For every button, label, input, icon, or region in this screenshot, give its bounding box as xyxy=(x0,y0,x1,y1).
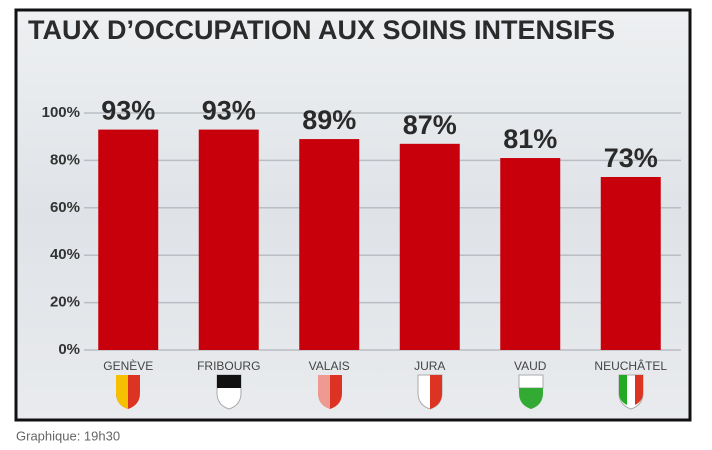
flags xyxy=(116,374,644,410)
x-tick-label: NEUCHÂTEL xyxy=(594,358,667,373)
bar xyxy=(600,176,661,350)
y-tick-label: 60% xyxy=(50,199,80,216)
flag xyxy=(116,375,140,409)
y-tick-label: 20% xyxy=(50,294,80,311)
bar xyxy=(299,139,360,350)
x-tick-label: JURA xyxy=(414,359,445,373)
value-label: 81% xyxy=(503,124,557,154)
value-label: 93% xyxy=(101,96,155,126)
flag xyxy=(318,375,342,409)
value-label: 73% xyxy=(604,143,658,173)
y-tick-label: 80% xyxy=(50,151,80,168)
y-tick-label: 40% xyxy=(50,246,80,263)
x-tick-label: VAUD xyxy=(514,359,547,373)
x-tick-label: GENÈVE xyxy=(103,358,153,373)
y-tick-label: 100% xyxy=(42,104,80,121)
x-tick-label: FRIBOURG xyxy=(197,359,260,373)
value-label: 87% xyxy=(403,110,457,140)
value-label: 93% xyxy=(202,96,256,126)
bar xyxy=(399,143,460,350)
bar xyxy=(500,158,561,350)
flag xyxy=(618,374,644,410)
bar xyxy=(98,129,159,350)
value-label: 89% xyxy=(302,105,356,135)
flag xyxy=(216,374,242,410)
flag xyxy=(518,374,544,409)
bar xyxy=(198,129,259,350)
flag xyxy=(417,374,443,410)
chart-title: TAUX D’OCCUPATION AUX SOINS INTENSIFS xyxy=(28,15,615,45)
source: Graphique: 19h30 xyxy=(16,428,120,443)
y-tick-label: 0% xyxy=(58,341,80,358)
x-tick-label: VALAIS xyxy=(309,359,350,373)
